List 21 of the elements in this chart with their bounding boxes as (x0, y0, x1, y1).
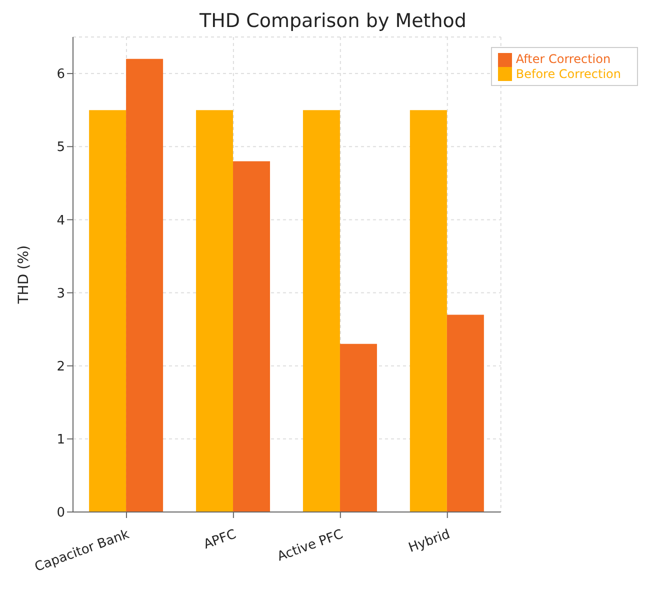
bar (340, 344, 377, 512)
y-axis-title: THD (%) (16, 245, 32, 305)
y-tick-label: 4 (56, 213, 65, 228)
bar (126, 58, 164, 512)
legend-label: Before Correction (516, 66, 621, 81)
y-tick-label: 6 (56, 67, 65, 82)
bar (196, 110, 234, 512)
y-tick-label: 2 (56, 359, 65, 374)
bar (89, 110, 126, 512)
bar (302, 110, 340, 512)
y-tick-label: 1 (56, 432, 65, 448)
y-tick-label: 5 (56, 140, 65, 156)
x-tick-label: Active PFC (275, 527, 346, 565)
chart-title: THD Comparison by Method (198, 10, 468, 32)
bar (446, 314, 484, 512)
y-tick-label: 0 (56, 506, 65, 521)
legend-label: After Correction (516, 52, 611, 66)
bar (233, 161, 270, 512)
x-tick-label: APFC (202, 527, 238, 553)
y-tick-label: 3 (56, 286, 65, 302)
bar (410, 110, 447, 512)
